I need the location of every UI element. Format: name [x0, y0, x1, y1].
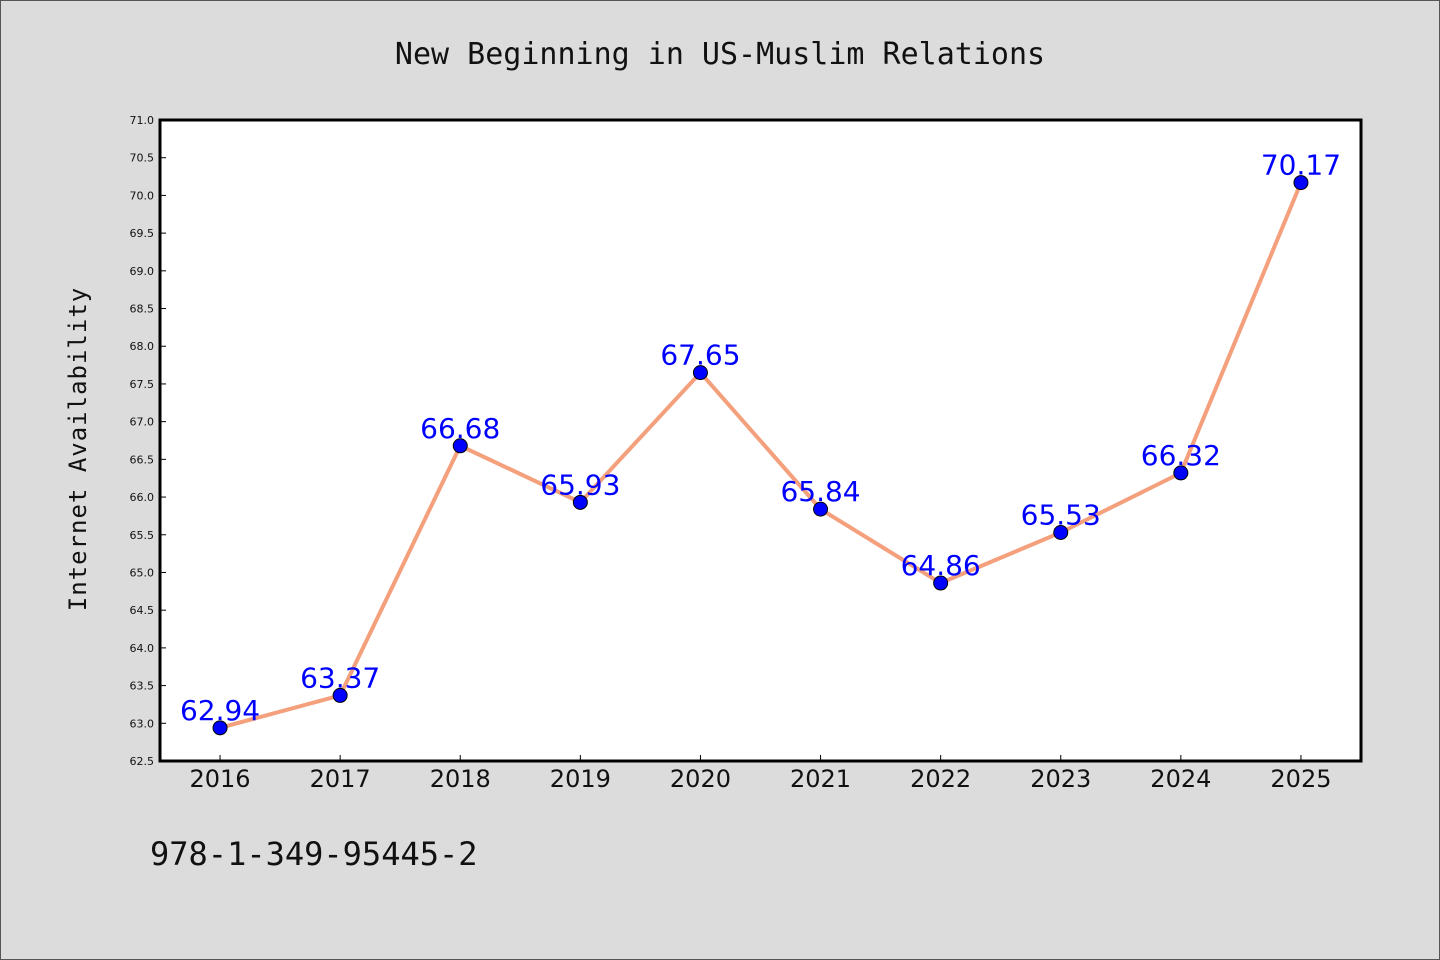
y-tick-label: 66.5	[130, 453, 155, 466]
y-axis-label: Internet Availability	[64, 287, 92, 611]
y-tick-label: 64.0	[130, 642, 155, 655]
data-point-label: 65.84	[780, 475, 860, 508]
y-tick-label: 64.5	[130, 604, 155, 617]
y-tick-label: 69.5	[130, 227, 155, 240]
x-tick-label: 2018	[430, 765, 491, 793]
footnote-isbn: 978-1-349-95445-2	[150, 835, 478, 873]
y-tick-label: 70.0	[130, 189, 155, 202]
y-tick-label: 71.0	[130, 114, 155, 127]
x-axis-ticks: 2016 2017 2018 2019 2020 2021 2022 2023 2024 2025	[190, 755, 1331, 793]
data-point-label: 67.65	[660, 339, 740, 372]
data-point-label: 64.86	[901, 549, 981, 582]
data-point-label: 65.53	[1021, 499, 1101, 532]
x-tick-label: 2019	[550, 765, 611, 793]
markers-group	[212, 175, 1309, 736]
x-tick-label: 2024	[1150, 765, 1211, 793]
y-tick-label: 65.0	[130, 566, 155, 579]
data-point-marker	[332, 687, 348, 703]
x-tick-label: 2021	[790, 765, 851, 793]
series-line-group	[219, 181, 1303, 730]
y-tick-label: 65.5	[130, 529, 155, 542]
data-point-marker	[1053, 525, 1069, 541]
x-tick-label: 2016	[190, 765, 251, 793]
series-line	[219, 181, 1303, 730]
data-point-marker	[692, 365, 708, 381]
data-point-label: 65.93	[540, 468, 620, 501]
data-point-marker	[813, 501, 829, 517]
data-point-label: 66.68	[420, 412, 500, 445]
data-point-marker	[452, 438, 468, 454]
data-point-marker	[933, 575, 949, 591]
y-tick-label: 67.5	[130, 378, 155, 391]
data-point-label: 66.32	[1141, 439, 1221, 472]
y-axis-ticks: 62.5 63.0 63.5 64.0 64.5 65.0 65.5 66.0 66.5 67.0…	[130, 114, 166, 768]
y-tick-label: 63.0	[130, 717, 155, 730]
x-tick-label: 2025	[1270, 765, 1331, 793]
x-tick-label: 2020	[670, 765, 731, 793]
data-point-marker	[572, 494, 588, 510]
y-tick-label: 62.5	[130, 755, 155, 768]
chart-title: New Beginning in US-Muslim Relations	[395, 37, 1045, 72]
data-point-label: 63.37	[300, 661, 380, 694]
data-point-label: 62.94	[180, 694, 260, 727]
x-tick-label: 2022	[910, 765, 971, 793]
y-tick-label: 68.0	[130, 340, 155, 353]
y-tick-label: 68.5	[130, 303, 155, 316]
data-labels-group: 62.94 63.37 66.68 65.93 67.65 65.84 64.86 65.53…	[180, 149, 1341, 727]
data-point-marker	[212, 720, 228, 736]
data-point-marker	[1173, 465, 1189, 481]
x-tick-label: 2023	[1030, 765, 1091, 793]
y-tick-label: 67.0	[130, 416, 155, 429]
y-tick-label: 70.5	[130, 152, 155, 165]
data-point-label: 70.17	[1261, 149, 1341, 182]
y-tick-label: 66.0	[130, 491, 155, 504]
data-point-marker	[1293, 175, 1309, 191]
x-tick-label: 2017	[310, 765, 371, 793]
y-tick-label: 63.5	[130, 680, 155, 693]
y-tick-label: 69.0	[130, 265, 155, 278]
